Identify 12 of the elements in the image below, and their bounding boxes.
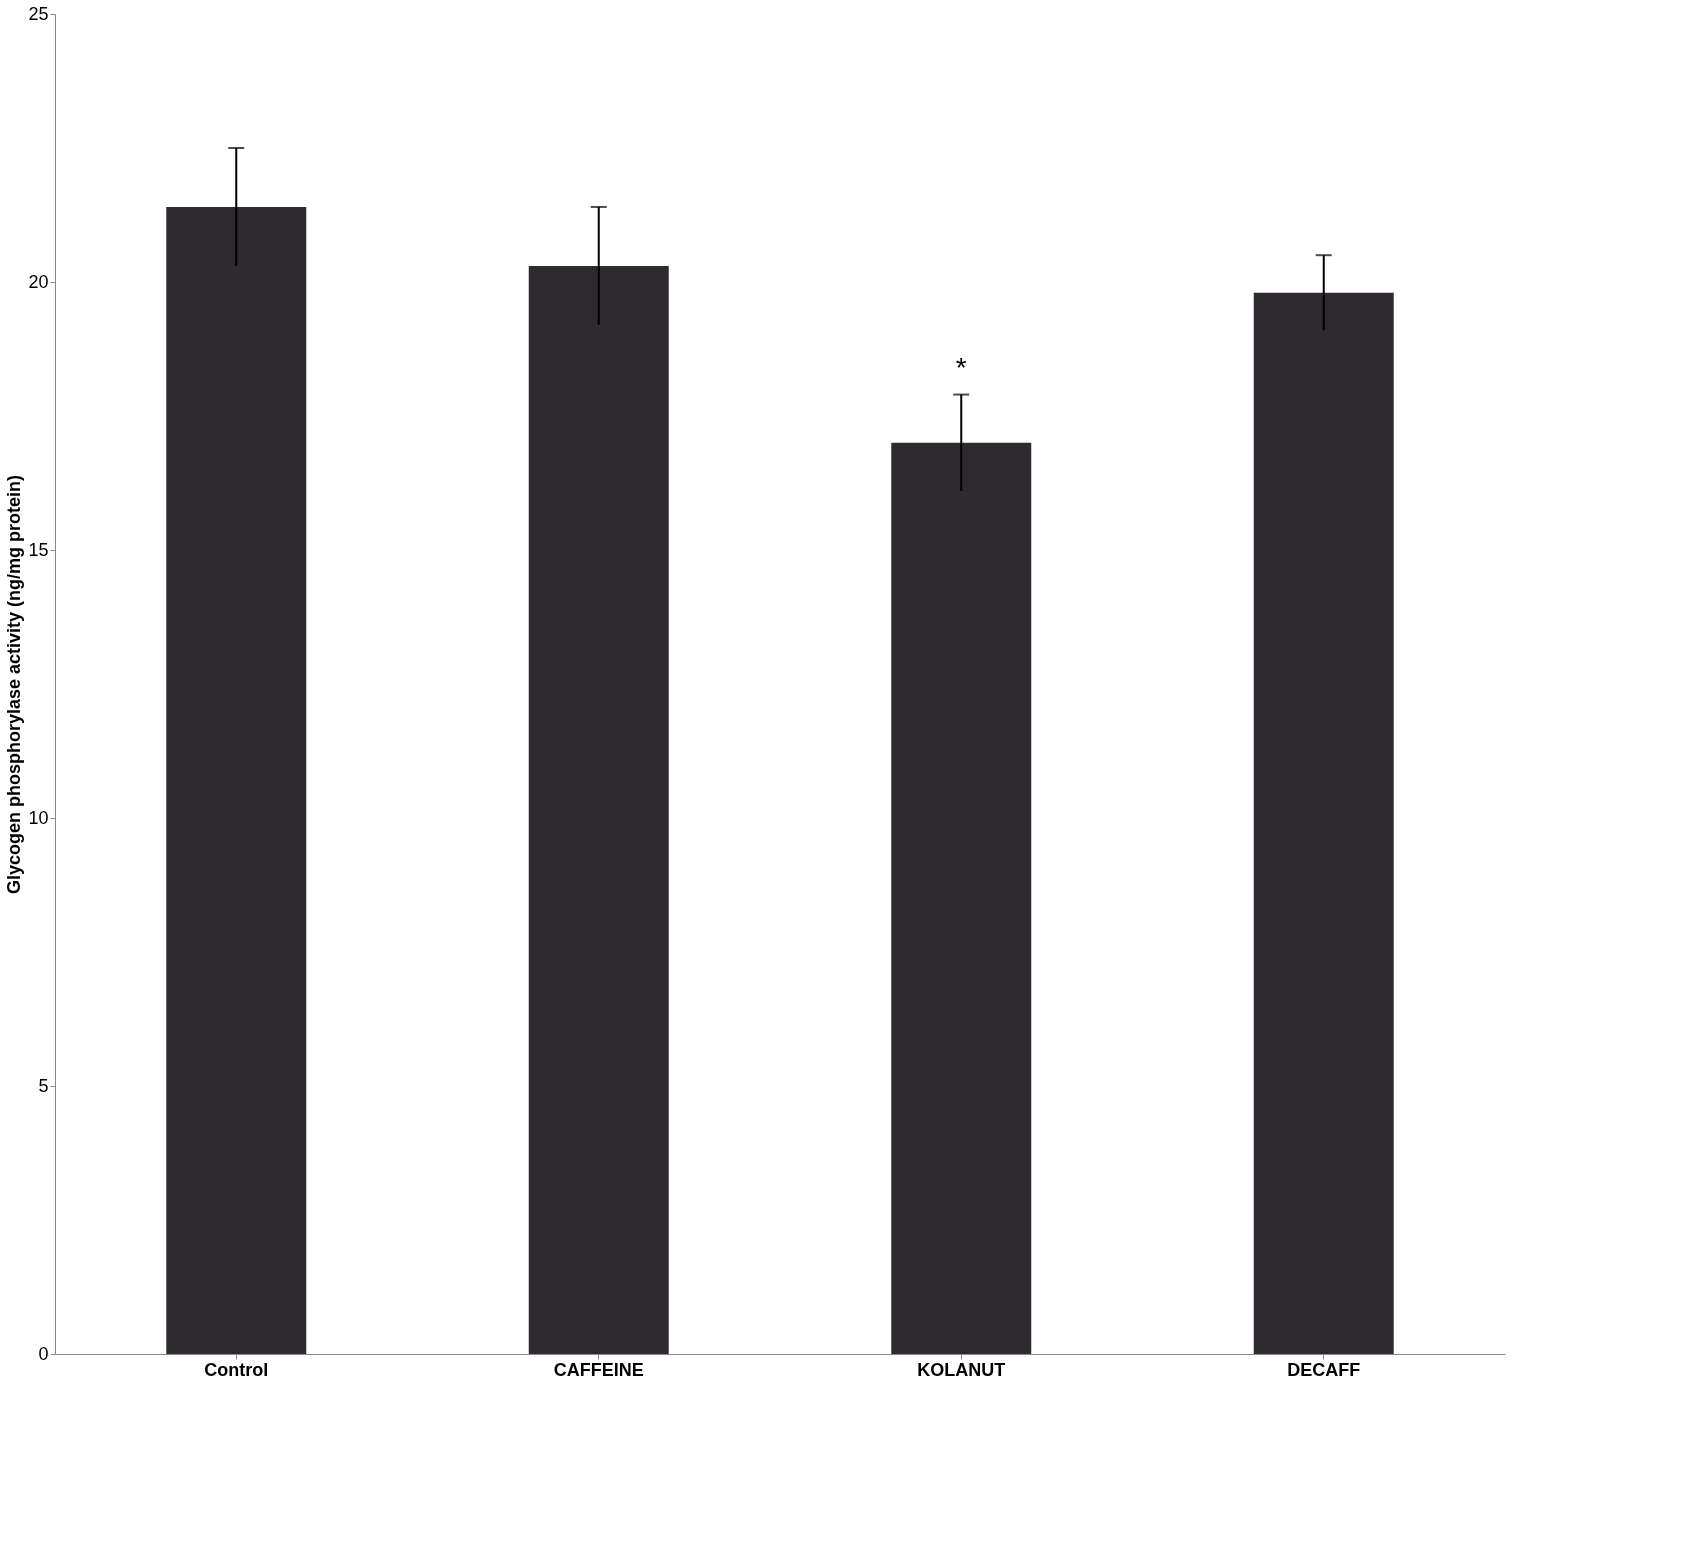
annotation: * <box>955 351 967 383</box>
y-tick-label: 10 <box>28 807 49 828</box>
y-tick-label: 0 <box>38 1343 49 1364</box>
x-tick-label: Control <box>204 1359 269 1380</box>
y-tick-label: 20 <box>28 271 49 292</box>
y-tick-label: 5 <box>38 1075 49 1096</box>
y-tick-label: 15 <box>28 539 49 560</box>
y-tick-label: 25 <box>28 3 49 24</box>
x-tick-label: CAFFEINE <box>553 1359 644 1380</box>
x-tick-label: DECAFF <box>1287 1359 1361 1380</box>
y-axis-title: Glycogen phosphorylase activity (ng/mg protein) <box>4 474 25 895</box>
x-tick-label: KOLANUT <box>917 1359 1006 1380</box>
